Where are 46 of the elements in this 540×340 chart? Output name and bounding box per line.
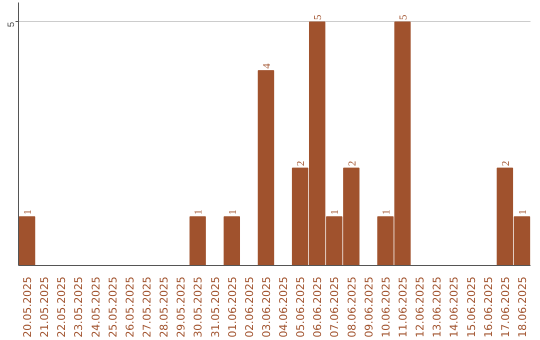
data-label: 2: [347, 160, 358, 166]
x-tick-label: 08.06.2025: [345, 276, 358, 338]
data-label: 1: [381, 209, 392, 215]
x-tick-label: 25.05.2025: [106, 276, 120, 338]
x-tick-label: 10.06.2025: [379, 276, 392, 338]
x-tick-label: 29.05.2025: [174, 276, 188, 338]
bar: [258, 70, 274, 266]
x-tick-label: 01.06.2025: [226, 276, 239, 338]
x-tick-label: 03.06.2025: [260, 276, 273, 338]
data-label: 1: [518, 209, 529, 215]
data-label: 5: [398, 14, 410, 20]
x-tick-label: 05.06.2025: [294, 276, 308, 338]
x-tick-label: 07.06.2025: [328, 276, 342, 338]
x-tick-label: 26.05.2025: [123, 276, 136, 338]
bar: [190, 216, 206, 266]
x-tick-label: 27.05.2025: [140, 276, 154, 338]
x-tick-label: 24.05.2025: [89, 276, 102, 338]
data-label: 1: [228, 209, 239, 215]
x-tick-label: 04.06.2025: [277, 276, 290, 338]
x-tick-label: 30.05.2025: [192, 276, 205, 338]
data-label: 2: [296, 160, 308, 166]
x-tick-label: 31.05.2025: [208, 276, 222, 338]
data-label: 1: [330, 209, 342, 215]
x-tick-label: 02.06.2025: [242, 276, 256, 338]
x-tick-label: 14.06.2025: [448, 276, 461, 338]
x-tick-label: 12.06.2025: [414, 276, 427, 338]
x-tick-label: 13.06.2025: [430, 276, 444, 338]
x-tick-label: 28.05.2025: [158, 276, 171, 338]
x-tick-label: 15.06.2025: [464, 276, 478, 338]
x-tick-label: 06.06.2025: [311, 276, 324, 338]
x-tick-label: 21.05.2025: [38, 276, 52, 338]
x-tick-label: 09.06.2025: [362, 276, 376, 338]
bar: [18, 216, 36, 266]
x-tick-label: 20.05.2025: [21, 276, 34, 338]
data-label: 2: [500, 160, 512, 166]
x-tick-label: 23.05.2025: [72, 276, 86, 338]
x-tick-label: 11.06.2025: [396, 276, 410, 338]
data-label: 1: [194, 209, 205, 215]
data-label: 4: [262, 62, 273, 69]
x-tick-label: 18.06.2025: [516, 276, 529, 338]
bar: [224, 216, 240, 266]
data-label: 5: [313, 14, 324, 20]
x-tick-label: 16.06.2025: [482, 276, 495, 338]
data-label: 1: [23, 209, 34, 215]
x-tick-label: 22.05.2025: [55, 276, 68, 338]
x-tick-label: 17.06.2025: [498, 276, 512, 338]
